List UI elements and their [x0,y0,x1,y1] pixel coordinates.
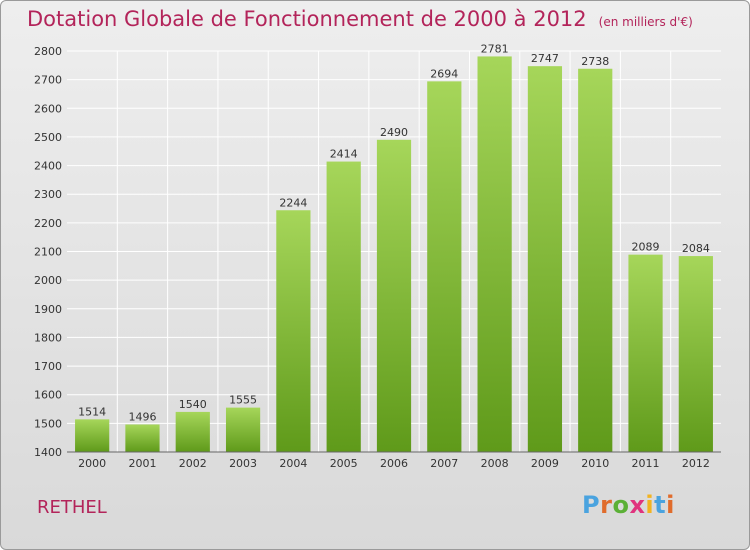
x-tick-label: 2001 [128,457,156,470]
x-tick-label: 2009 [531,457,559,470]
x-tick-label: 2010 [581,457,609,470]
y-tick-label: 2200 [34,217,62,230]
x-tick-label: 2012 [682,457,710,470]
y-tick-label: 2700 [34,74,62,87]
y-tick-label: 2100 [34,246,62,259]
proxiti-logo: Proxiti [582,491,675,519]
x-tick-label: 2002 [179,457,207,470]
bar [427,81,462,453]
logo-letter: P [582,491,601,519]
logo-letter: t [654,491,667,519]
x-tick-label: 2007 [430,457,458,470]
bar-value-label: 2738 [581,55,609,68]
bar-value-label: 1540 [179,398,207,411]
y-tick-label: 1600 [34,389,62,402]
bar-value-label: 2089 [632,241,660,254]
chart-title: Dotation Globale de Fonctionnement de 20… [27,7,693,31]
bar [125,424,160,452]
logo-letter: o [612,491,630,519]
bar-value-label: 2414 [330,148,358,161]
y-tick-label: 2000 [34,274,62,287]
x-tick-label: 2011 [632,457,660,470]
bar [477,56,512,453]
chart-title-text: Dotation Globale de Fonctionnement de 20… [27,7,587,31]
y-tick-label: 2500 [34,131,62,144]
bar [527,66,563,452]
bar [175,411,210,452]
bar-value-label: 2084 [682,242,710,255]
y-tick-label: 2300 [34,188,62,201]
bar [326,161,361,452]
bar [678,256,713,452]
y-tick-label: 2400 [34,160,62,173]
logo-letter: r [600,491,613,519]
bar-value-label: 2244 [279,196,307,209]
commune-name: RETHEL [37,497,107,518]
y-tick-label: 1800 [34,331,62,344]
x-tick-label: 2003 [229,457,257,470]
y-tick-label: 1400 [34,446,62,459]
x-tick-label: 2005 [330,457,358,470]
x-tick-label: 2004 [279,457,307,470]
bar [225,407,261,452]
bar-value-label: 1514 [78,405,106,418]
y-tick-label: 1500 [34,417,62,430]
bar-value-label: 1555 [229,394,257,407]
bar [75,419,110,452]
bar-value-label: 2781 [481,42,509,55]
bar [376,139,412,453]
bar [578,68,613,452]
bar [276,210,311,452]
logo-letter: i [645,491,655,519]
y-tick-label: 1700 [34,360,62,373]
bar-value-label: 1496 [128,411,156,424]
bar-value-label: 2490 [380,126,408,139]
bar [628,254,663,452]
bar-value-label: 2747 [531,52,559,65]
bar-value-label: 2694 [430,67,458,80]
chart-unit: (en milliers d'€) [598,15,693,29]
y-tick-label: 2600 [34,102,62,115]
x-tick-label: 2006 [380,457,408,470]
y-tick-label: 2800 [34,45,62,58]
x-tick-label: 2000 [78,457,106,470]
x-tick-label: 2008 [481,457,509,470]
y-tick-label: 1900 [34,303,62,316]
logo-letter: i [666,491,675,519]
logo-letter: x [629,491,646,519]
